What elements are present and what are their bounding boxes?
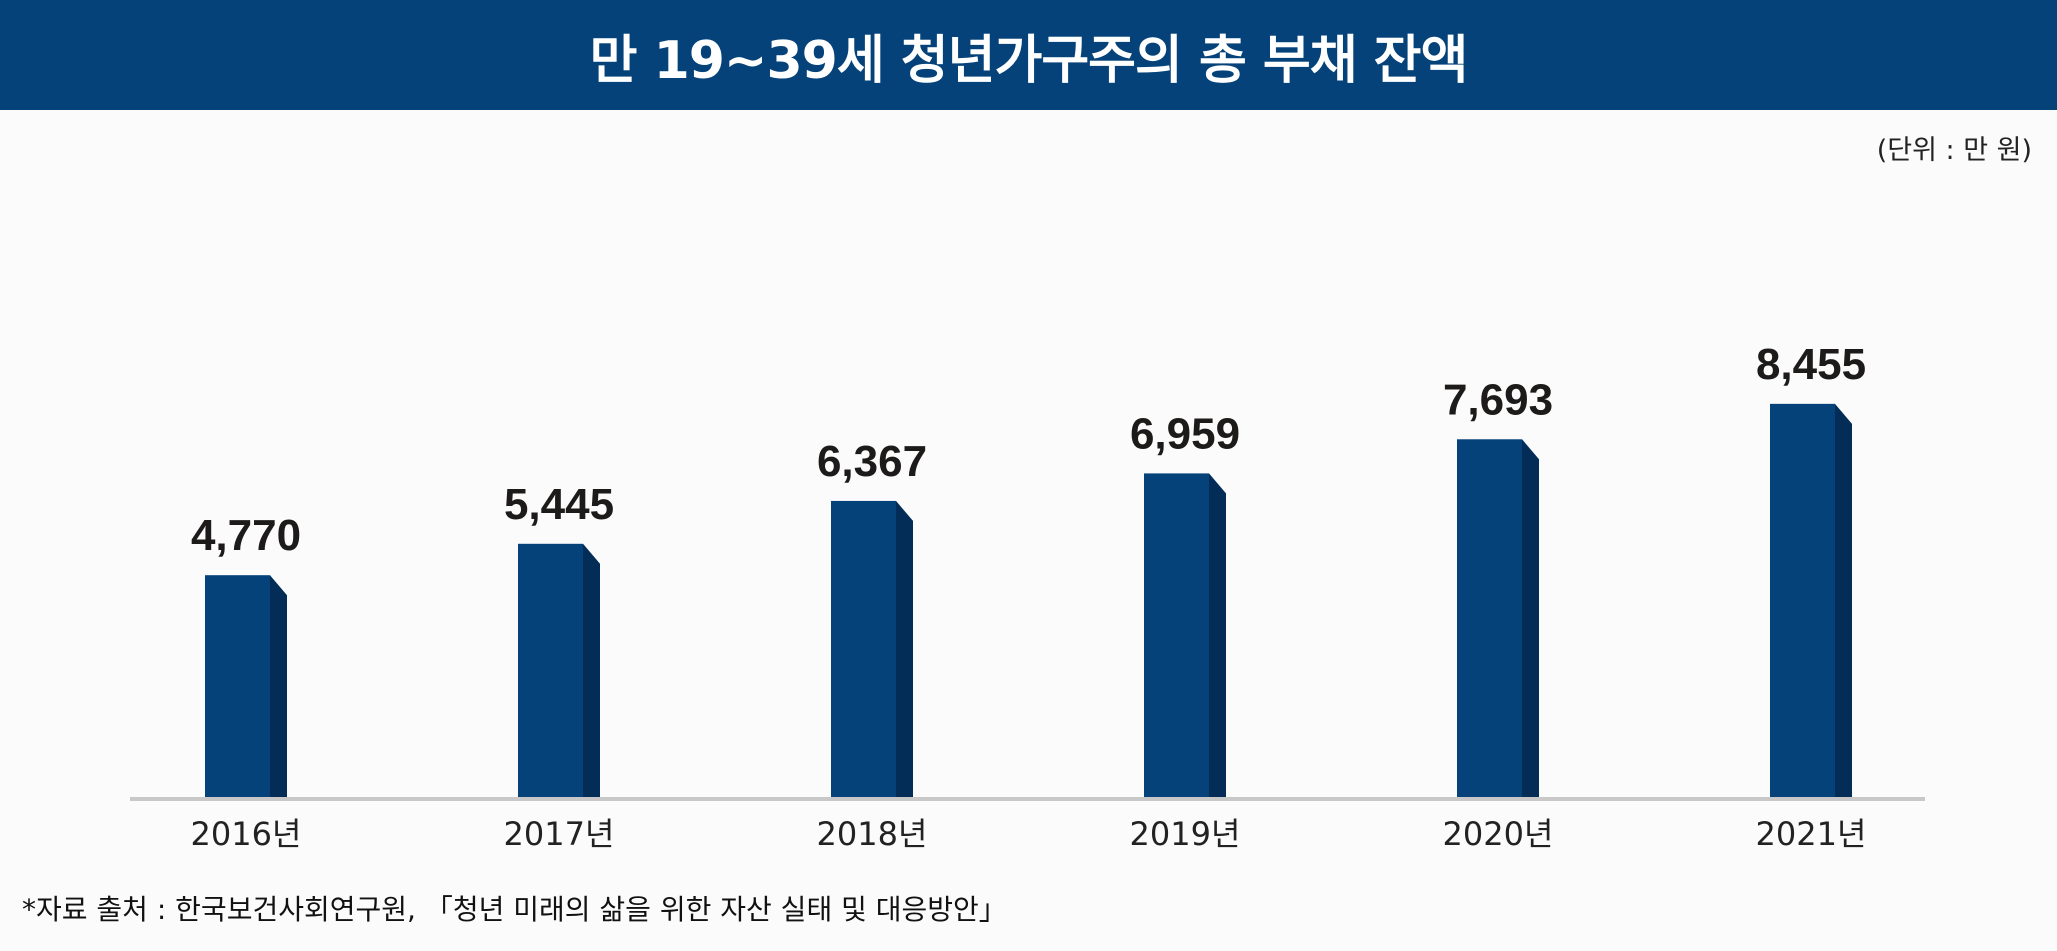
bar-5	[1457, 439, 1522, 797]
chart-title: 만 19~39세 청년가구주의 총 부채 잔액	[0, 0, 2057, 110]
value-label-3: 6,367	[817, 437, 927, 486]
bar-3	[831, 500, 896, 797]
x-tick-label-1: 2016년	[191, 815, 302, 853]
bar-side-1	[270, 575, 287, 797]
bar-2	[518, 543, 583, 797]
value-label-5: 7,693	[1443, 375, 1553, 424]
x-tick-label-3: 2018년	[817, 815, 928, 853]
bar-1	[205, 575, 270, 797]
value-label-6: 8,455	[1756, 340, 1866, 389]
bar-side-2	[583, 543, 600, 797]
bar-side-3	[896, 500, 913, 797]
bar-side-4	[1209, 473, 1226, 797]
x-tick-label-6: 2021년	[1756, 815, 1867, 853]
value-label-4: 6,959	[1130, 409, 1240, 458]
source-note: *자료 출처 : 한국보건사회연구원, 「청년 미래의 삶을 위한 자산 실태 …	[22, 893, 1007, 926]
bar-chart: 4,770 2016년 5,445 2017년 6,367 2018년 6,959 2019년…	[130, 340, 1925, 853]
bar-side-6	[1835, 403, 1852, 797]
x-tick-label-2: 2017년	[504, 815, 615, 853]
value-label-1: 4,770	[191, 511, 301, 560]
bar-4	[1144, 473, 1209, 797]
value-label-2: 5,445	[504, 480, 614, 529]
bar-side-5	[1522, 439, 1539, 797]
unit-label: (단위 : 만 원)	[1876, 135, 2032, 166]
x-tick-label-5: 2020년	[1443, 815, 1554, 853]
bar-6	[1770, 403, 1835, 797]
x-tick-label-4: 2019년	[1130, 815, 1241, 853]
